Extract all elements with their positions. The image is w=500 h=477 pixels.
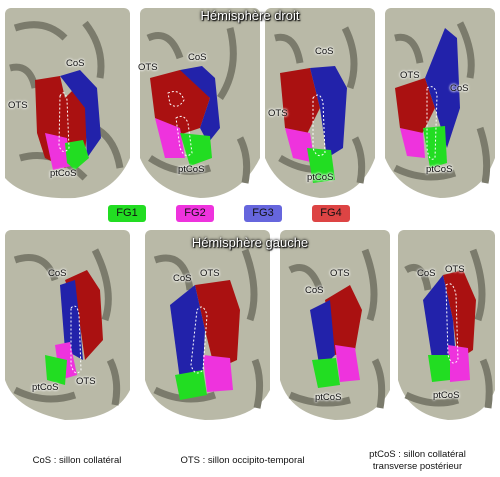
legend-fg1: FG1 — [108, 205, 146, 222]
label-cos-l4: CoS — [417, 268, 436, 279]
brain-right-3 — [265, 8, 375, 200]
label-ots-r3: OTS — [268, 108, 288, 119]
title-left-hemisphere: Hémisphère gauche — [191, 235, 309, 250]
brain-right-4 — [385, 8, 495, 200]
label-ots-r2: OTS — [138, 62, 158, 73]
legend-fg4: FG4 — [312, 205, 350, 222]
label-cos-r4: CoS — [450, 83, 469, 94]
caption-ptcos: ptCoS : sillon collatéral transverse pos… — [340, 449, 495, 473]
label-ots-l4: OTS — [445, 264, 465, 275]
label-ptcos-l1: ptCoS — [32, 382, 59, 393]
label-cos-l3: CoS — [305, 285, 324, 296]
label-ptcos-l4: ptCoS — [433, 390, 460, 401]
brain-left-1 — [5, 230, 130, 422]
brain-right-2 — [140, 8, 260, 200]
label-ptcos-r1: ptCoS — [50, 168, 77, 179]
label-cos-r3: CoS — [315, 46, 334, 57]
label-ots-l3: OTS — [330, 268, 350, 279]
caption-cos: CoS : sillon collatéral — [32, 455, 122, 466]
caption-ptcos-line1: ptCoS : sillon collatéral — [369, 449, 466, 460]
label-cos-l1: CoS — [48, 268, 67, 279]
label-ptcos-r4: ptCoS — [426, 164, 453, 175]
caption-ots: OTS : sillon occipito-temporal — [180, 455, 305, 466]
brain-left-4 — [398, 230, 495, 422]
caption-ptcos-line2: transverse postérieur — [372, 461, 463, 472]
brain-right-1 — [5, 8, 130, 200]
label-ots-l2: OTS — [200, 268, 220, 279]
label-ptcos-l3: ptCoS — [315, 392, 342, 403]
label-ptcos-r2: ptCoS — [178, 164, 205, 175]
label-ptcos-r3: ptCoS — [307, 172, 334, 183]
legend-fg3: FG3 — [244, 205, 282, 222]
label-cos-r2: CoS — [188, 52, 207, 63]
label-ots-r4: OTS — [400, 70, 420, 81]
label-ots-r1: OTS — [8, 100, 28, 111]
label-cos-l2: CoS — [173, 273, 192, 284]
brain-left-3 — [280, 230, 390, 422]
legend-fg2: FG2 — [176, 205, 214, 222]
label-ots-l1: OTS — [76, 376, 96, 387]
brain-left-2 — [145, 230, 270, 422]
title-right-hemisphere: Hémisphère droit — [200, 8, 300, 23]
label-cos-r1: CoS — [66, 58, 85, 69]
